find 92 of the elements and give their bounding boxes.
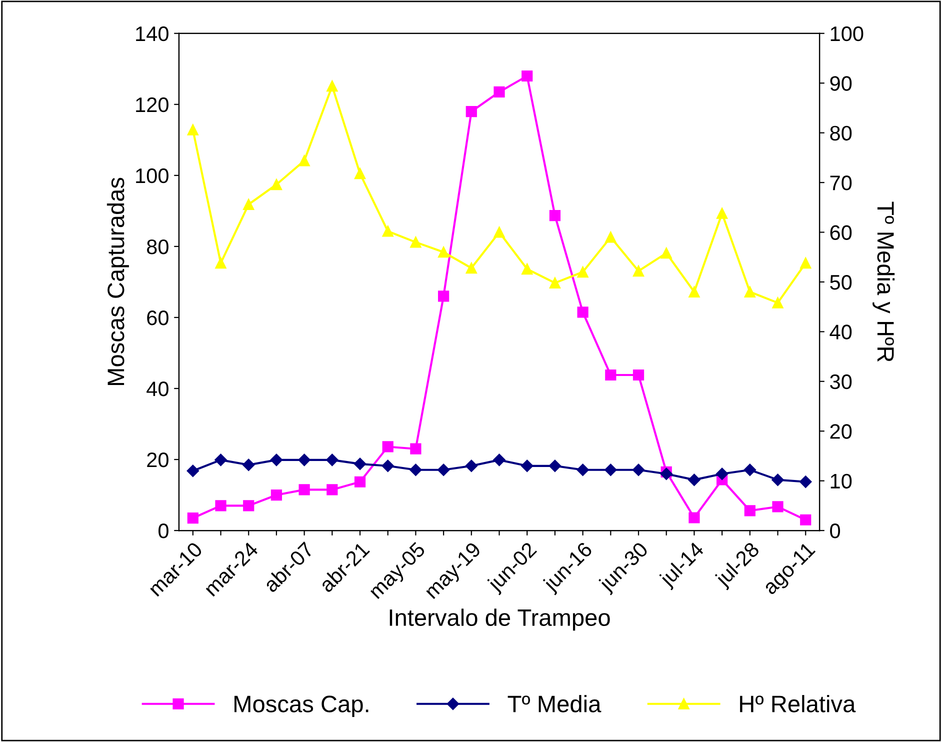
point (521, 460, 534, 472)
point (326, 484, 338, 496)
point (410, 443, 422, 454)
y2-axis-title: Tº Media y HºR (872, 202, 895, 362)
point (466, 262, 477, 274)
point (605, 369, 616, 381)
point (772, 474, 784, 486)
y-tick-label: 40 (146, 381, 168, 396)
y2-tick-label: 30 (830, 374, 852, 390)
point (716, 468, 728, 480)
point (605, 232, 616, 243)
point (632, 369, 644, 381)
y-tick-label: 100 (136, 168, 168, 184)
point (187, 124, 198, 136)
point (214, 454, 227, 466)
point (298, 155, 310, 166)
point (632, 464, 645, 476)
point (438, 290, 450, 302)
legend-label: Hº Relativa (740, 695, 856, 712)
point (688, 474, 700, 486)
point (410, 236, 422, 248)
y2-tick-label: 50 (830, 274, 852, 290)
y-tick-label: 0 (158, 524, 168, 538)
point (549, 277, 561, 289)
point (548, 460, 562, 472)
point (604, 464, 617, 476)
point (382, 226, 394, 237)
y2-tick-label: 60 (830, 225, 852, 240)
point (716, 208, 728, 219)
point (298, 484, 310, 496)
point (688, 286, 700, 298)
point (577, 266, 588, 278)
point (215, 500, 226, 512)
point (466, 106, 477, 118)
y2-tick-label: 90 (830, 76, 852, 91)
point (382, 460, 394, 472)
point (186, 464, 199, 477)
y2-tick-label: 70 (830, 176, 852, 190)
point (576, 464, 589, 476)
point (772, 297, 784, 308)
point (243, 500, 254, 512)
point (326, 454, 338, 466)
point (800, 514, 812, 526)
y2-tick-label: 10 (830, 474, 852, 489)
point (660, 468, 672, 480)
y2-tick-label: 0 (830, 524, 840, 538)
y-axis-title: Moscas Capturadas (106, 178, 129, 386)
point (688, 512, 700, 524)
point (494, 86, 505, 98)
point (354, 168, 366, 180)
point (270, 454, 283, 466)
point (382, 441, 394, 452)
point (744, 464, 756, 476)
y-tick-label: 80 (146, 239, 168, 254)
point (800, 476, 812, 488)
legend-label: Tº Media (508, 695, 602, 712)
y-tick-label: 20 (147, 452, 168, 468)
y-tick-label: 60 (147, 310, 168, 326)
point (660, 248, 672, 259)
y-tick-label: 140 (136, 26, 168, 42)
point (549, 210, 561, 222)
point (577, 306, 588, 318)
point (522, 263, 533, 275)
point (298, 454, 310, 466)
y2-tick-label: 100 (830, 26, 864, 42)
point (493, 454, 506, 466)
point (632, 265, 644, 277)
point (772, 501, 784, 512)
point (270, 489, 282, 501)
point (800, 258, 812, 269)
point (243, 198, 254, 210)
legend-label: Moscas Cap. (234, 696, 368, 718)
y2-tick-label: 20 (830, 424, 852, 439)
point (215, 258, 226, 269)
point (437, 464, 450, 476)
point (270, 178, 282, 190)
point (522, 70, 533, 82)
x-axis-title: Intervalo de Trampeo (390, 608, 610, 631)
point (465, 460, 478, 472)
point (744, 286, 756, 298)
y-tick-label: 120 (136, 97, 168, 112)
point (438, 246, 450, 258)
point (354, 476, 366, 488)
y2-tick-label: 40 (830, 324, 852, 340)
point (326, 80, 338, 92)
point (410, 464, 422, 476)
point (187, 512, 198, 524)
y2-tick-label: 80 (830, 126, 852, 141)
point (354, 458, 366, 470)
point (242, 458, 255, 472)
point (494, 226, 505, 238)
point (744, 505, 756, 516)
